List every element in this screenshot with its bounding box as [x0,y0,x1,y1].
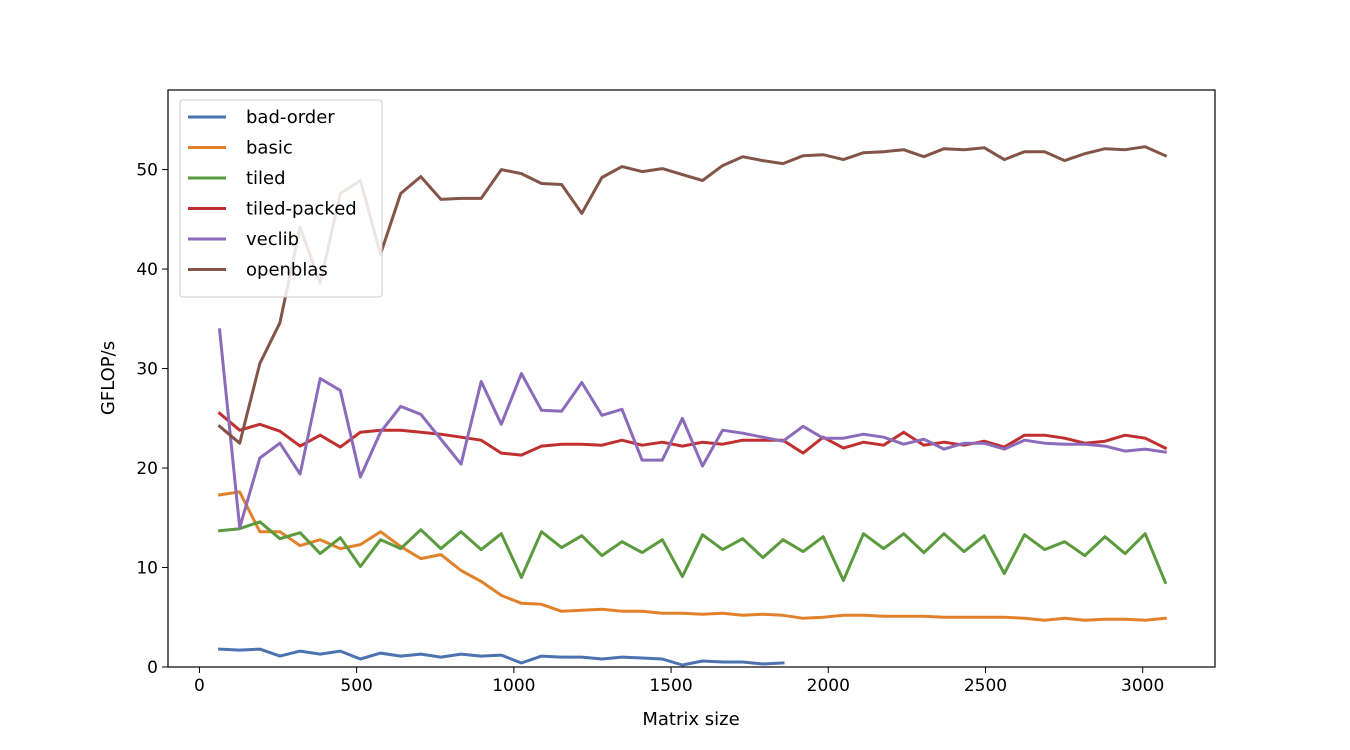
y-tick-label: 50 [136,161,158,181]
legend-label-tiled-packed: tiled-packed [246,199,357,220]
x-tick-label: 1000 [492,676,535,696]
series-line-tiled [217,520,1168,585]
x-axis: 0 500 1000 1500 2000 2500 3000 [194,667,1164,696]
x-tick-label: 2000 [807,676,850,696]
x-tick-label: 3000 [1121,676,1164,696]
series-line-basic [217,490,1167,622]
legend-label-veclib: veclib [246,229,299,250]
y-tick-label: 10 [136,559,158,579]
x-axis-label: Matrix size [642,709,739,730]
series-layer [217,145,1168,667]
series-line-bad-order [218,647,785,667]
y-tick-label: 30 [136,360,158,380]
y-tick-label: 40 [136,260,158,280]
x-tick-label: 0 [194,676,205,696]
y-tick-label: 0 [147,658,158,678]
series-line-veclib [217,328,1168,530]
y-tick-label: 20 [136,459,158,479]
legend-label-tiled: tiled [246,168,286,189]
x-tick-label: 500 [340,676,372,696]
legend-box [179,99,383,298]
legend-label-openblas: openblas [246,260,328,281]
legend: bad-order basic tiled tiled-packed veclib ope… [179,99,383,298]
x-tick-label: 2500 [964,676,1007,696]
x-tick-label: 1500 [649,676,692,696]
y-axis: 0 10 20 30 40 50 [136,161,168,678]
legend-label-bad-order: bad-order [246,107,335,128]
legend-label-basic: basic [246,138,293,159]
y-axis-label: GFLOP/s [98,341,119,415]
plot-frame [167,89,1216,668]
